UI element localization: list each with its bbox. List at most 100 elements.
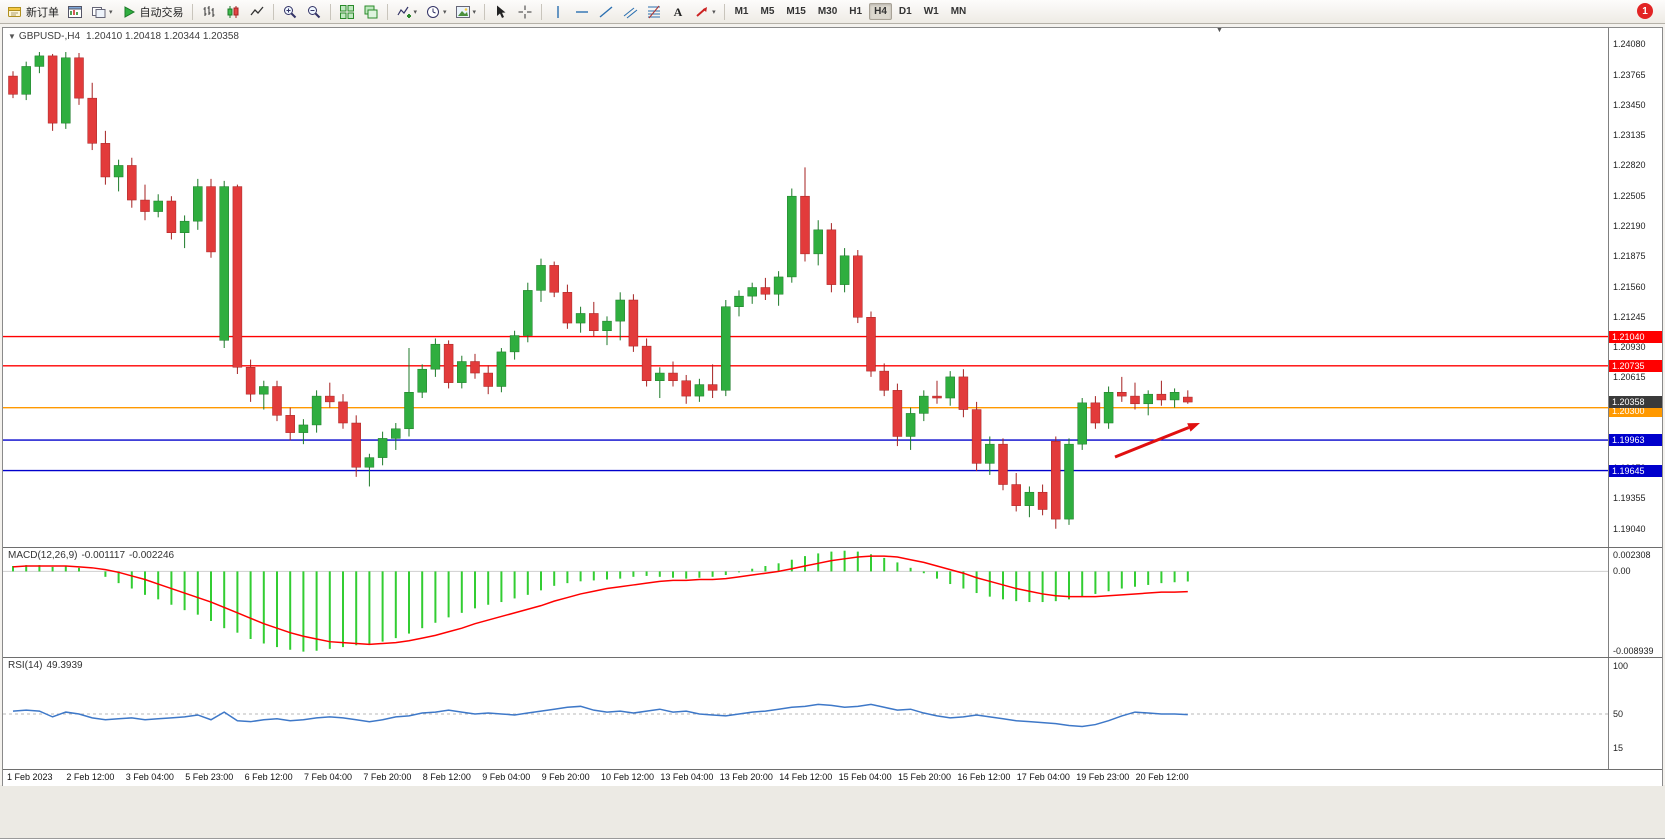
rsi-label: RSI(14) 49.3939 xyxy=(8,660,87,671)
vertical-line-button[interactable] xyxy=(547,2,569,21)
time-axis-label: 15 Feb 20:00 xyxy=(898,772,952,782)
toolbar-separator xyxy=(329,3,331,20)
autotrade-button[interactable]: 自动交易 xyxy=(118,2,187,21)
line-chart-button[interactable] xyxy=(246,2,268,21)
rsi-panel[interactable]: RSI(14) 49.3939 100 50 15 xyxy=(3,657,1662,769)
cascade-windows-button[interactable] xyxy=(360,2,382,21)
candle xyxy=(971,409,982,464)
fibonacci-icon xyxy=(646,4,662,20)
candle xyxy=(1103,392,1114,424)
time-axis-label: 17 Feb 04:00 xyxy=(1016,772,1070,782)
time-axis-label: 6 Feb 12:00 xyxy=(244,772,293,782)
candle xyxy=(641,345,652,381)
time-axis-label: 5 Feb 23:00 xyxy=(185,772,234,782)
macd-value: -0.001117 xyxy=(81,550,126,561)
candle xyxy=(536,265,546,291)
bar-chart-button[interactable] xyxy=(198,2,220,21)
tile-windows-button[interactable] xyxy=(336,2,358,21)
candle xyxy=(905,413,916,437)
timeframe-button-h4[interactable]: H4 xyxy=(869,3,892,20)
trend-arrow-shaft[interactable] xyxy=(1114,426,1190,459)
profiles-button[interactable]: ▾ xyxy=(88,2,116,21)
candle xyxy=(1156,393,1167,401)
timeframe-button-m30[interactable]: M30 xyxy=(817,6,838,17)
candle xyxy=(1090,402,1101,424)
candle xyxy=(694,384,705,397)
timeframe-button-m5[interactable]: M5 xyxy=(760,6,775,17)
candle xyxy=(166,200,177,233)
vline-icon xyxy=(550,4,566,20)
candle xyxy=(232,186,243,368)
channel-button[interactable] xyxy=(619,2,641,21)
bar-chart-icon xyxy=(201,4,217,20)
candle xyxy=(509,335,520,353)
periods-button[interactable]: ▾ xyxy=(422,2,450,21)
candle xyxy=(298,424,309,433)
trend-arrow-head[interactable] xyxy=(1187,423,1200,432)
candle xyxy=(206,186,216,253)
candle xyxy=(760,287,771,295)
horizontal-line-button[interactable] xyxy=(571,2,593,21)
candle xyxy=(245,367,256,395)
candle xyxy=(1064,443,1074,520)
chart-shift-marker[interactable]: ▼ xyxy=(1215,28,1224,34)
new-order-button-label: 新订单 xyxy=(26,6,59,19)
tile-windows-icon xyxy=(339,4,355,20)
chart-window-icon xyxy=(67,4,83,20)
new-order-button[interactable]: 新订单 xyxy=(4,2,62,21)
candle xyxy=(562,292,573,324)
cursor-button[interactable] xyxy=(490,2,512,21)
indicators-button[interactable]: ▾ xyxy=(393,2,421,21)
zoom-in-button[interactable] xyxy=(279,2,301,21)
timeframe-button-d1[interactable]: D1 xyxy=(898,6,912,17)
time-axis[interactable]: 1 Feb 2023 2 Feb 12:00 3 Feb 04:00 5 Feb 23… xyxy=(3,769,1662,786)
macd-axis-tick: 0.00 xyxy=(1613,566,1631,577)
rsi-axis-tick: 50 xyxy=(1613,709,1624,719)
timeframe-button-w1[interactable]: W1 xyxy=(923,6,939,17)
candle xyxy=(21,66,31,95)
chevron-down-icon: ▾ xyxy=(413,8,418,16)
candle xyxy=(628,299,639,347)
price-level-badge: 1.19963 xyxy=(1609,434,1662,447)
time-axis-label: 13 Feb 04:00 xyxy=(660,772,714,782)
price-level-badge: 1.19645 xyxy=(1609,464,1662,477)
templates-button[interactable]: ▾ xyxy=(452,2,480,21)
candle xyxy=(523,290,533,336)
charts-window-button[interactable] xyxy=(64,2,86,21)
candle xyxy=(589,313,599,332)
toolbar: 新订单 ▾ 自动交易 ▾ ▾ ▾ A ▾ M1 M5 M15 M30 H1 H4 D1 W1 MN xyxy=(0,0,1665,24)
zoom-out-button[interactable] xyxy=(303,2,325,21)
candle xyxy=(259,386,269,395)
candle xyxy=(879,370,889,391)
candlestick-button[interactable] xyxy=(222,2,244,21)
price-chart-canvas[interactable] xyxy=(3,28,1608,547)
notification-badge[interactable]: 1 xyxy=(1637,3,1653,19)
candle xyxy=(87,97,97,144)
crosshair-button[interactable] xyxy=(514,2,536,21)
timeframe-button-m15[interactable]: M15 xyxy=(786,6,806,17)
candle xyxy=(113,165,124,178)
candle xyxy=(615,299,625,322)
price-tick: 1.24080 xyxy=(1613,39,1646,50)
chart-frame: ▼ GBPUSD-,H4 1.20410 1.20418 1.20344 1.203… xyxy=(2,27,1663,786)
trendline-button[interactable] xyxy=(595,2,617,21)
text-button[interactable]: A xyxy=(667,2,689,21)
macd-canvas[interactable] xyxy=(3,548,1608,657)
candle xyxy=(483,372,493,387)
price-axis[interactable]: 1.24080 1.23765 1.23450 1.23135 1.22820 1.225… xyxy=(1608,28,1662,547)
price-chart-panel[interactable]: ▼ GBPUSD-,H4 1.20410 1.20418 1.20344 1.203… xyxy=(3,28,1662,547)
fibonacci-button[interactable] xyxy=(643,2,665,21)
rsi-canvas[interactable] xyxy=(3,658,1608,769)
time-axis-label: 13 Feb 20:00 xyxy=(719,772,773,782)
arrow-tools-button[interactable]: ▾ xyxy=(691,2,719,21)
macd-panel[interactable]: MACD(12,26,9) -0.001117 -0.002246 0.002308… xyxy=(3,547,1662,657)
collapse-chart-icon[interactable]: ▼ xyxy=(8,32,16,41)
timeframe-button-h1[interactable]: H1 xyxy=(849,6,863,17)
templates-icon xyxy=(455,4,471,20)
candle xyxy=(272,386,282,416)
candle xyxy=(866,317,876,372)
candle xyxy=(839,255,850,285)
window-bottom-area xyxy=(0,785,1665,838)
timeframe-button-mn[interactable]: MN xyxy=(950,6,967,17)
timeframe-button-m1[interactable]: M1 xyxy=(734,6,749,17)
